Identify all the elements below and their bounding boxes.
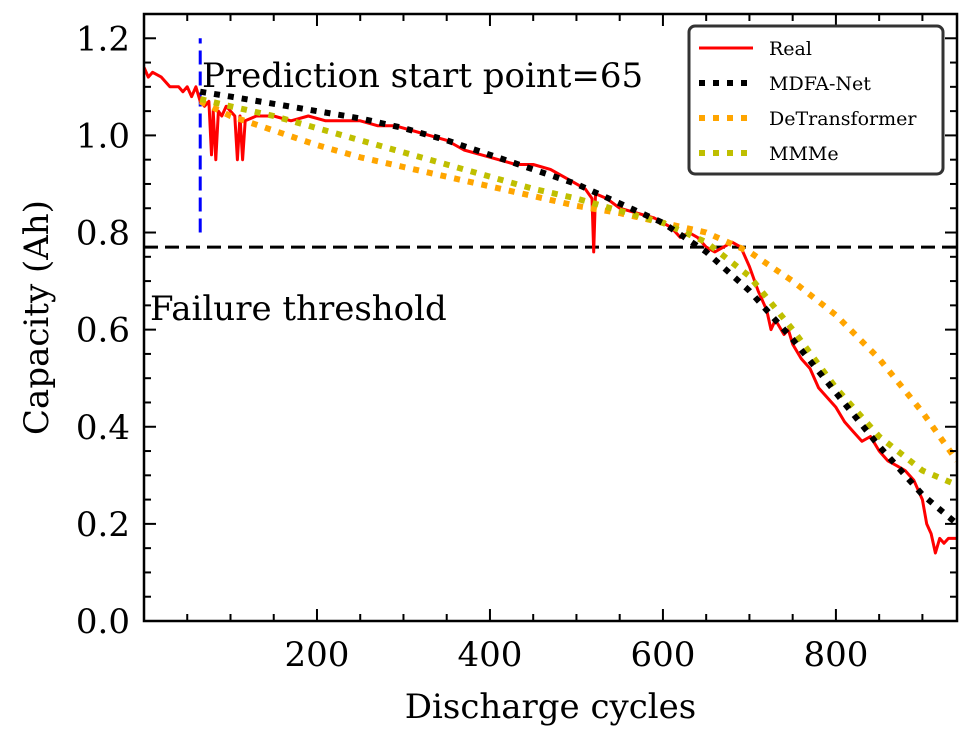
legend-label-mmme: MMMe — [769, 143, 839, 165]
y-tick-label: 0.6 — [76, 311, 130, 351]
legend-label-mdfa-net: MDFA-Net — [769, 73, 871, 95]
plot-frame — [142, 12, 959, 623]
failure-threshold-label: Failure threshold — [150, 289, 447, 329]
x-tick-label: 600 — [630, 635, 695, 675]
axes-layer: 200 400 600 800 0.0 0.2 0.4 0.6 0.8 1.0 1.2 Dischar… — [17, 12, 959, 727]
legend-label-detransformer: DeTransformer — [769, 108, 917, 130]
x-axis-label: Discharge cycles — [405, 687, 696, 727]
prediction-start-label: Prediction start point=65 — [202, 56, 643, 96]
x-tick-label: 400 — [458, 635, 523, 675]
y-tick-label: 0.4 — [76, 408, 130, 448]
y-tick-label: 0.2 — [76, 505, 130, 545]
series-line-real — [144, 66, 957, 555]
x-tick-label: 800 — [803, 635, 868, 675]
y-tick-label: 1.2 — [76, 19, 130, 59]
legend-box — [687, 24, 945, 176]
annotation-layer: Prediction start point=65 Failure thresho… — [150, 56, 643, 329]
y-tick-label: 1.0 — [76, 116, 130, 156]
legend: Real MDFA-Net DeTransformer MMMe — [687, 24, 945, 176]
x-tick-label: 200 — [285, 635, 350, 675]
y-tick-label: 0.0 — [76, 602, 130, 642]
legend-label-real: Real — [769, 38, 812, 60]
y-axis-label: Capacity (Ah) — [17, 200, 57, 435]
series-layer — [144, 38, 957, 555]
y-tick-label: 0.8 — [76, 214, 130, 254]
